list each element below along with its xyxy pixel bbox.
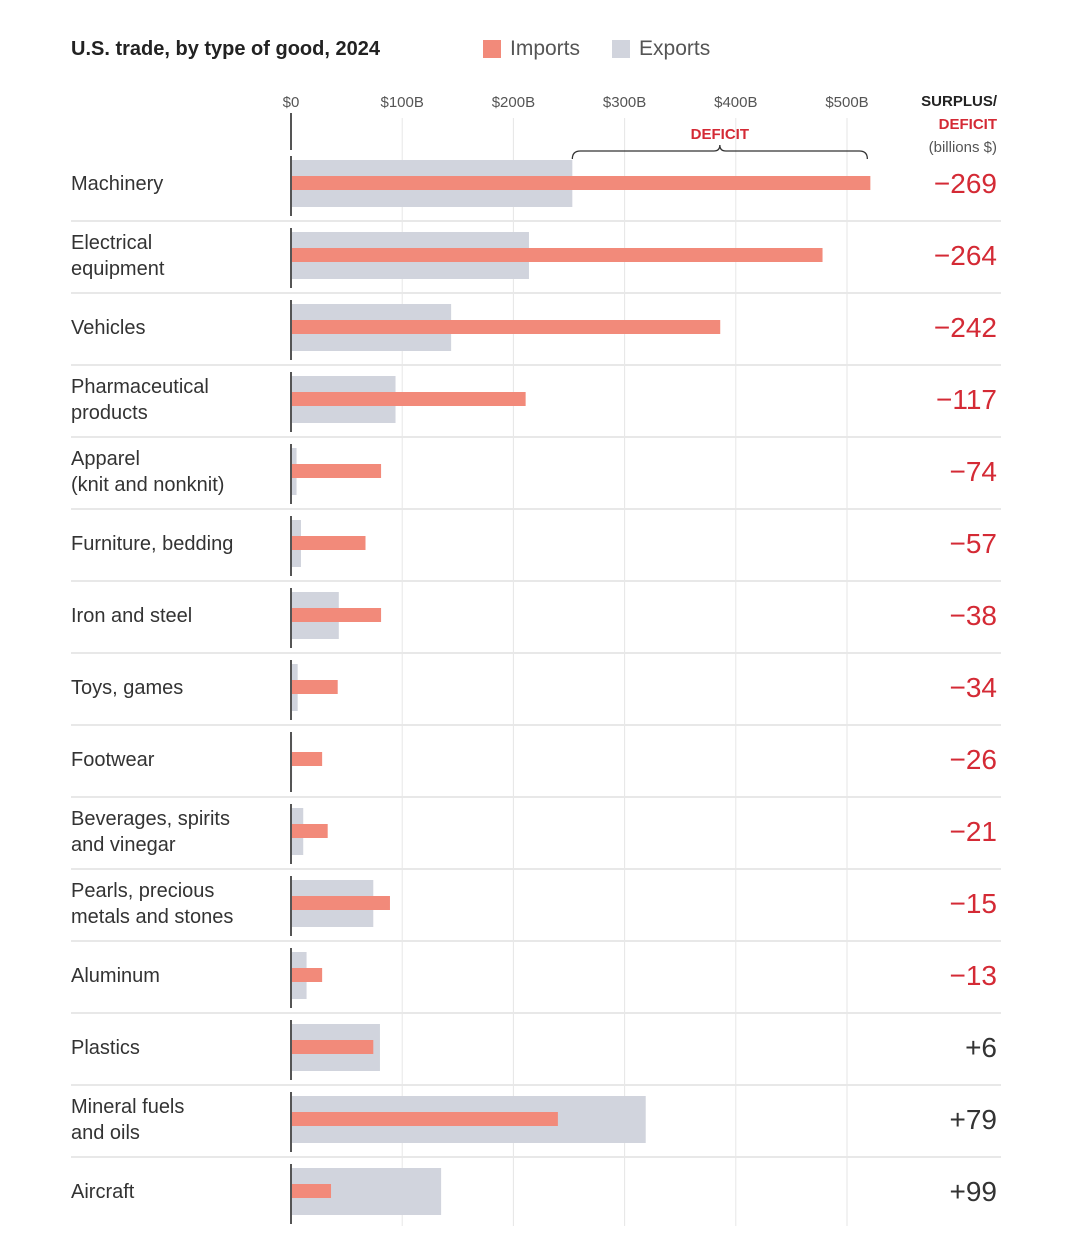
bar-imports	[291, 1112, 558, 1126]
row-separator	[71, 796, 1001, 798]
net-value: −21	[950, 816, 998, 847]
category-label: Vehicles	[71, 317, 146, 339]
category-label: Pharmaceutical products	[71, 376, 209, 424]
category-label: Furniture, bedding	[71, 533, 233, 555]
net-header-units: (billions $)	[928, 139, 997, 156]
net-column-header: SURPLUS/ DEFICIT (billions $)	[921, 90, 997, 159]
x-tick-label: $500B	[825, 94, 868, 111]
row-separator	[71, 652, 1001, 654]
net-value: −13	[950, 960, 998, 991]
x-tick-label: $0	[283, 94, 300, 111]
category-label: Mineral fuels and oils	[71, 1096, 184, 1144]
net-value: −26	[950, 744, 998, 775]
legend-item-imports: Imports	[483, 37, 580, 61]
category-label: Aircraft	[71, 1181, 135, 1203]
row-separator	[71, 508, 1001, 510]
chart-title: U.S. trade, by type of good, 2024	[71, 38, 380, 60]
legend-item-exports: Exports	[612, 37, 710, 61]
row-separator	[71, 1084, 1001, 1086]
row-separator	[71, 580, 1001, 582]
bar-imports	[291, 320, 721, 334]
category-label: Beverages, spirits and vinegar	[71, 808, 230, 856]
net-value: −269	[934, 168, 997, 199]
net-value: −15	[950, 888, 998, 919]
bar-imports	[291, 176, 871, 190]
bar-imports	[291, 824, 328, 838]
category-label: Plastics	[71, 1037, 140, 1059]
legend: Imports Exports	[483, 37, 742, 61]
category-label: Toys, games	[71, 677, 183, 699]
deficit-bracket	[571, 144, 869, 160]
net-value: +79	[950, 1104, 998, 1135]
bar-imports	[291, 248, 823, 262]
row-separator	[71, 868, 1001, 870]
bar-imports	[291, 536, 366, 550]
net-value: −38	[950, 600, 998, 631]
bar-imports	[291, 464, 382, 478]
category-label: Iron and steel	[71, 605, 192, 627]
bar-imports	[291, 608, 382, 622]
net-header-surplus: SURPLUS/	[921, 93, 997, 110]
net-value: −34	[950, 672, 998, 703]
bar-imports	[291, 896, 390, 910]
category-label: Apparel (knit and nonknit)	[71, 448, 224, 496]
legend-label-imports: Imports	[510, 37, 581, 60]
net-value: −242	[934, 312, 997, 343]
row-separator	[71, 1156, 1001, 1158]
net-header-deficit: DEFICIT	[938, 116, 997, 133]
bar-imports	[291, 392, 526, 406]
x-tick-label: $300B	[603, 94, 646, 111]
bar-imports	[291, 968, 323, 982]
row-separator	[71, 292, 1001, 294]
category-label: Pearls, precious metals and stones	[71, 880, 233, 928]
legend-swatch-exports	[612, 40, 631, 58]
bar-imports	[291, 1040, 374, 1054]
bar-imports	[291, 680, 338, 694]
net-value: +99	[950, 1176, 998, 1207]
bar-imports	[291, 1184, 332, 1198]
x-tick-label: $400B	[714, 94, 757, 111]
bar-imports	[291, 752, 323, 766]
net-value: −74	[950, 456, 998, 487]
net-value: −57	[950, 528, 998, 559]
row-separator	[71, 436, 1001, 438]
x-tick-label: $200B	[492, 94, 535, 111]
row-separator	[71, 220, 1001, 222]
category-label: Aluminum	[71, 965, 160, 987]
category-label: Electrical equipment	[71, 232, 165, 280]
category-label: Machinery	[71, 173, 163, 195]
category-label: Footwear	[71, 749, 155, 771]
legend-label-exports: Exports	[639, 37, 711, 60]
row-separator	[71, 364, 1001, 366]
row-separator	[71, 940, 1001, 942]
deficit-annotation: DEFICIT	[691, 126, 749, 143]
net-value: +6	[965, 1032, 997, 1063]
net-value: −264	[934, 240, 997, 271]
net-value: −117	[936, 384, 997, 415]
row-separator	[71, 724, 1001, 726]
legend-swatch-imports	[483, 40, 501, 58]
x-tick-label: $100B	[381, 94, 424, 111]
row-separator	[71, 1012, 1001, 1014]
